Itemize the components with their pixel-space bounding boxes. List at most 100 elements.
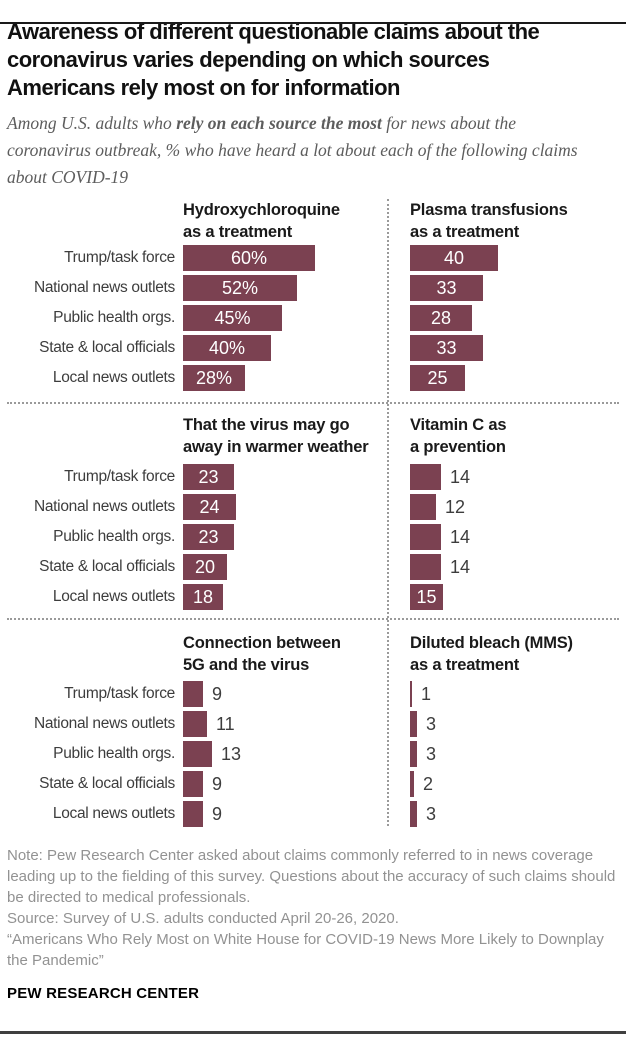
bar-row: State & local officials 9 (7, 771, 387, 801)
bar (183, 711, 207, 737)
bar-row: Public health orgs. 45% (7, 305, 387, 335)
category-label: State & local officials (39, 775, 175, 792)
bar-row: 15 (410, 584, 619, 614)
value-label: 2 (423, 774, 434, 794)
top-rule (0, 22, 626, 24)
panel-title-line: Plasma transfusions (410, 201, 568, 219)
bar-row: 28 (410, 305, 619, 335)
panel-title-line: a prevention (410, 438, 506, 456)
bar: 25 (410, 365, 465, 391)
bar (410, 711, 417, 737)
bar-row: 12 (410, 494, 619, 524)
bar-row: 14 (410, 554, 619, 584)
bar: 24 (183, 494, 236, 520)
value-label: 3 (426, 714, 437, 734)
bar-row: 3 (410, 711, 619, 741)
panel-title: That the virus may go away in warmer wea… (183, 414, 387, 458)
value-label: 3 (426, 804, 437, 824)
report-title-text: “Americans Who Rely Most on White House … (7, 931, 604, 969)
panel-title: Connection between 5G and the virus (183, 632, 387, 676)
category-label: National news outlets (33, 498, 175, 515)
note-text: Note: Pew Research Center asked about cl… (7, 847, 616, 906)
bar-row: National news outlets 52% (7, 275, 387, 305)
panel-title: Hydroxychloroquine as a treatment (183, 199, 387, 243)
panel-title-line: Connection between (183, 634, 341, 652)
bar (183, 771, 203, 797)
page-subtitle: Among U.S. adults who rely on each sourc… (7, 110, 587, 191)
title-line: coronavirus varies depending on which so… (7, 47, 490, 72)
category-label: State & local officials (39, 558, 175, 575)
category-label: Local news outlets (52, 805, 175, 822)
bar-row: 3 (410, 741, 619, 771)
chart-row-3: Connection between 5G and the virus Trum… (7, 618, 619, 838)
category-label: State & local officials (39, 339, 175, 356)
panel-plasma-transfusions: Plasma transfusions as a treatment 40 33 2… (387, 191, 619, 402)
panel-hydroxychloroquine: Hydroxychloroquine as a treatment Trump/… (7, 191, 387, 402)
bars: Trump/task force 60% National news outlets… (7, 245, 387, 395)
category-label: National news outlets (33, 279, 175, 296)
value-label: 14 (450, 467, 471, 487)
value-label: 14 (450, 527, 471, 547)
category-label: Public health orgs. (53, 309, 175, 326)
bar: 28% (183, 365, 245, 391)
bar (410, 494, 436, 520)
value-label: 9 (212, 804, 223, 824)
bar (410, 681, 412, 707)
brand-wordmark: PEW RESEARCH CENTER (7, 985, 200, 1002)
source-text: Source: Survey of U.S. adults conducted … (7, 910, 399, 927)
bar (410, 801, 417, 827)
bar (410, 524, 441, 550)
bar-row: Public health orgs. 23 (7, 524, 387, 554)
bar: 28 (410, 305, 472, 331)
panel-title-line: That the virus may go (183, 416, 350, 434)
subtitle-post: for news about the coronavirus outbreak,… (7, 113, 578, 187)
bar-row: National news outlets 24 (7, 494, 387, 524)
panel-5g-connection: Connection between 5G and the virus Trum… (7, 620, 387, 838)
bar-row: Trump/task force 9 (7, 681, 387, 711)
panel-title-line: as a treatment (183, 223, 293, 241)
bar-row: Local news outlets 9 (7, 801, 387, 831)
bar: 52% (183, 275, 297, 301)
panel-title-line: Diluted bleach (MMS) (410, 634, 573, 652)
category-label: Trump/task force (64, 685, 175, 702)
bar-row: Local news outlets 28% (7, 365, 387, 395)
bar (410, 464, 441, 490)
bar: 33 (410, 335, 483, 361)
bar (183, 681, 203, 707)
bar-row: Public health orgs. 13 (7, 741, 387, 771)
bar-row: Trump/task force 23 (7, 464, 387, 494)
category-label: Public health orgs. (53, 528, 175, 545)
bar-row: 14 (410, 524, 619, 554)
value-label: 12 (445, 497, 466, 517)
panel-vitamin-c: Vitamin C as a prevention 14 12 14 14 15 (387, 404, 619, 618)
bars: Trump/task force 23 National news outlets 2… (7, 464, 387, 614)
bar: 15 (410, 584, 443, 610)
category-label: Local news outlets (52, 588, 175, 605)
bar: 40 (410, 245, 498, 271)
panel-title-line: as a treatment (410, 656, 520, 674)
bar (410, 771, 414, 797)
bar: 40% (183, 335, 271, 361)
bar: 23 (183, 524, 234, 550)
category-label: Trump/task force (64, 249, 175, 266)
value-label: 1 (421, 684, 432, 704)
bar-row: National news outlets 11 (7, 711, 387, 741)
panel-title: Diluted bleach (MMS) as a treatment (410, 632, 619, 676)
panel-title-line: Hydroxychloroquine (183, 201, 340, 219)
value-label: 13 (221, 744, 242, 764)
bar: 60% (183, 245, 315, 271)
subtitle-pre: Among U.S. adults who (7, 113, 177, 133)
chart-row-2: That the virus may go away in warmer wea… (7, 402, 619, 618)
bar (183, 801, 203, 827)
footer: Note: Pew Research Center asked about cl… (7, 845, 619, 1002)
bar-row: Local news outlets 18 (7, 584, 387, 614)
bar-row: 40 (410, 245, 619, 275)
bar-row: 1 (410, 681, 619, 711)
value-label: 9 (212, 774, 223, 794)
panel-title: Plasma transfusions as a treatment (410, 199, 619, 243)
bar-row: 33 (410, 335, 619, 365)
bars: Trump/task force 9 National news outlets 11… (7, 681, 387, 831)
bar: 20 (183, 554, 227, 580)
panel-title: Vitamin C as a prevention (410, 414, 619, 458)
page: Awareness of different questionable clai… (0, 18, 626, 1002)
